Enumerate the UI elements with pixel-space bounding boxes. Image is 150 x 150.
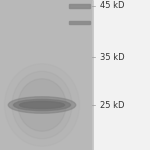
Ellipse shape [8,97,76,113]
Ellipse shape [12,71,72,139]
Bar [69,21,90,24]
Text: 25 kD: 25 kD [100,100,125,109]
Ellipse shape [4,64,80,146]
Bar [93,0,150,150]
Text: 35 kD: 35 kD [100,52,125,62]
Text: 45 kD: 45 kD [100,2,125,10]
Bar [69,4,90,8]
Bar [0,0,93,150]
Ellipse shape [14,99,70,111]
Ellipse shape [18,79,66,131]
Ellipse shape [20,101,64,109]
